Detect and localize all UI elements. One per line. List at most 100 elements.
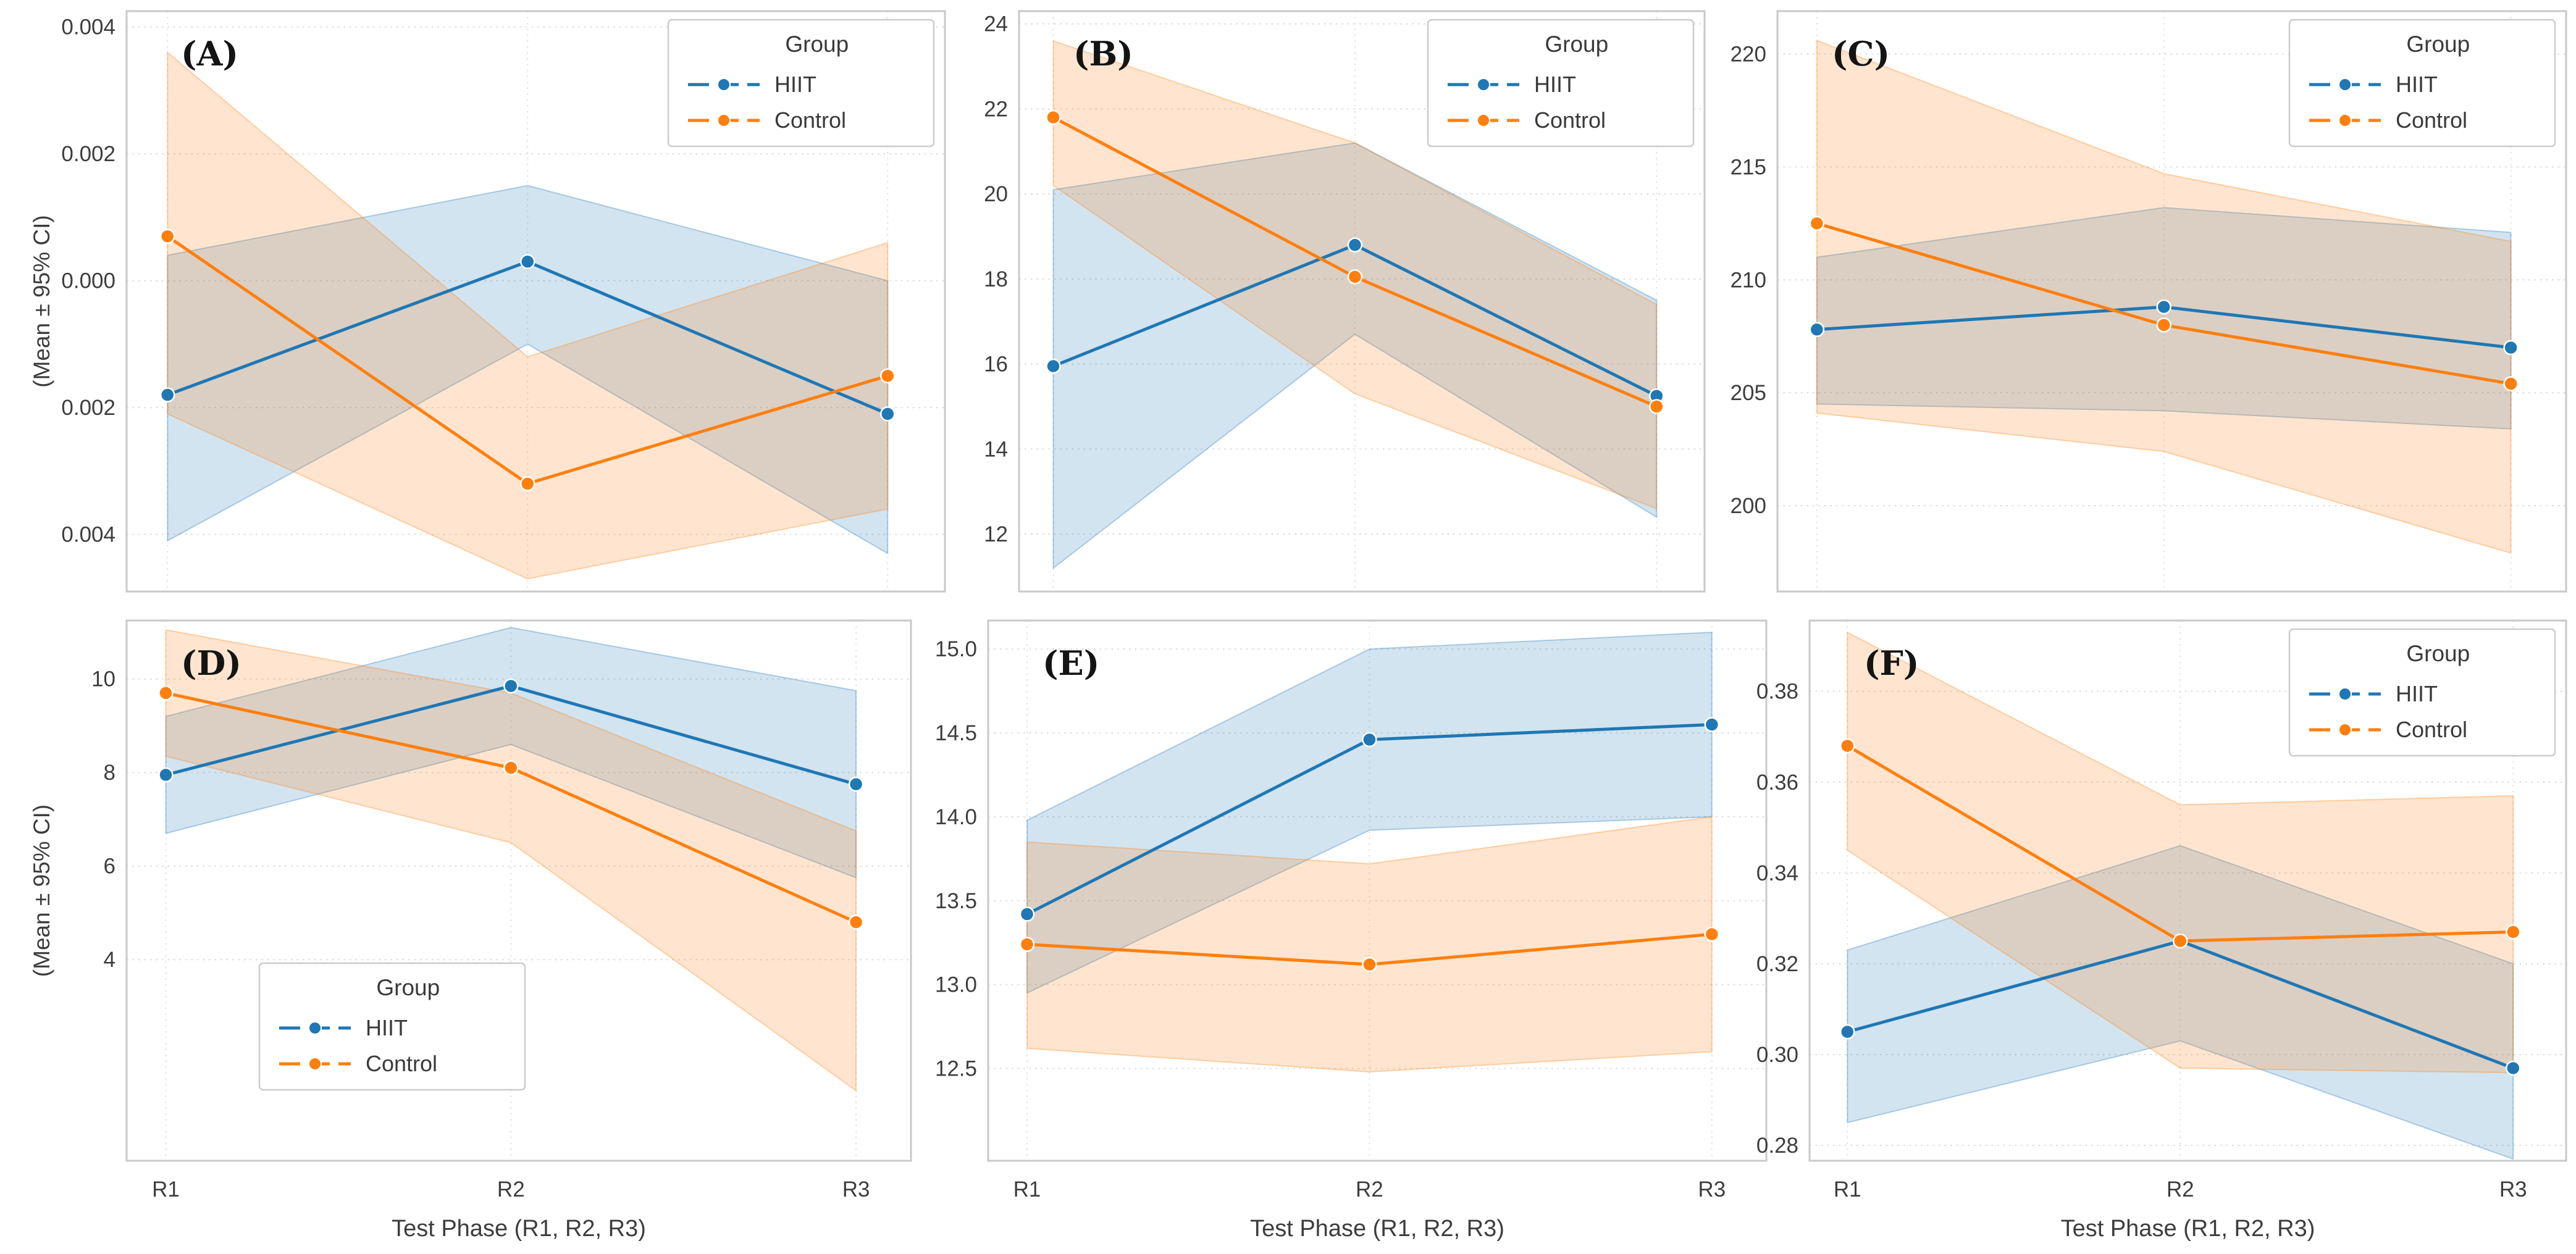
hiit-point-r1: [158, 767, 174, 783]
control-point-r1: [1840, 738, 1855, 754]
legend-title: Group: [2406, 31, 2470, 57]
y-tick-label: 14.5: [935, 721, 977, 745]
legend-marker-dot-hiit: [308, 1021, 322, 1035]
hiit-point-r2: [2156, 299, 2171, 315]
control-point-r3: [1704, 926, 1720, 942]
panel-a-legend: Group HIIT Control: [667, 19, 935, 148]
panel-d-border: [125, 619, 912, 1162]
x-tick-label-r3: R3: [1698, 1177, 1726, 1202]
hiit-point-r2: [1362, 732, 1377, 748]
panel-a: 0.004 0.002 0.000 0.002 0.004 (A) (Mean ± 95% …: [29, 10, 946, 593]
panel-e-letter: (E): [1043, 643, 1099, 683]
y-tick-label: 12.5: [935, 1057, 977, 1081]
legend-marker-dot-hiit: [2338, 687, 2352, 701]
y-tick-label: 0.34: [1756, 861, 1798, 885]
control-point-r3: [2503, 376, 2519, 391]
y-tick-label: 14.0: [935, 805, 977, 829]
control-point-r3: [880, 368, 896, 383]
hiit-point-r2: [1347, 237, 1363, 253]
legend-marker-dot-control: [2338, 114, 2352, 127]
y-tick-label: 4: [104, 948, 115, 972]
y-tick-label: 0.004: [61, 15, 115, 40]
control-point-r2: [520, 476, 535, 491]
x-tick-label-r3: R3: [2499, 1177, 2527, 1202]
legend-entry-control: Control: [1534, 107, 1606, 133]
y-tick-label: 0.38: [1756, 680, 1798, 704]
x-tick-label-r2: R2: [1356, 1177, 1383, 1202]
control-ci-band: [167, 51, 889, 580]
y-tick-label: 200: [1731, 494, 1766, 518]
y-tick-label: 0.32: [1756, 952, 1798, 976]
control-point-r2: [1362, 956, 1377, 972]
legend-title: Group: [1545, 31, 1608, 57]
hiit-point-r1: [160, 387, 175, 403]
x-axis-label: Test Phase (R1, R2, R3): [1250, 1216, 1504, 1242]
x-tick-label-r1: R1: [152, 1177, 180, 1202]
panel-c-letter: (C): [1832, 34, 1890, 73]
hiit-point-r3: [2503, 340, 2519, 356]
panel-d: 10 8 6 4 (D) (Mean ± 95% CI) R1 R2 R3 Test Phase …: [29, 619, 912, 1242]
hiit-point-r3: [1704, 717, 1720, 732]
y-tick-label: 13.0: [935, 973, 977, 997]
panel-f-border: [1808, 619, 2567, 1162]
y-tick-label: 10: [91, 667, 115, 692]
legend-entry-hiit: HIIT: [774, 72, 816, 97]
panel-e: 15.0 14.5 14.0 13.5 13.0 12.5 (E) R1 R2 R3 Test Ph…: [935, 619, 1768, 1242]
panel-a-letter: (A): [181, 34, 238, 73]
legend-entry-hiit: HIIT: [1534, 72, 1576, 97]
y-tick-label: 24: [984, 12, 1008, 36]
hiit-point-r3: [880, 406, 896, 422]
hiit-point-r1: [1046, 358, 1061, 374]
legend-box: [258, 962, 526, 1091]
legend-marker-dot-control: [308, 1057, 322, 1071]
legend-box: [2288, 19, 2556, 148]
control-point-r3: [1649, 399, 1664, 414]
x-axis-label: Test Phase (R1, R2, R3): [2061, 1216, 2315, 1242]
control-point-r1: [1809, 215, 1825, 232]
panel-b-letter: (B): [1073, 34, 1133, 73]
x-axis-label: Test Phase (R1, R2, R3): [392, 1216, 646, 1242]
y-tick-label: 0.28: [1756, 1134, 1798, 1158]
panel-a-border: [125, 10, 946, 593]
legend-entry-control: Control: [774, 107, 846, 133]
y-tick-label: 20: [984, 182, 1008, 206]
y-tick-label: 0.004: [61, 523, 115, 547]
legend-marker-dot-hiit: [2338, 78, 2352, 91]
control-point-r1: [160, 228, 175, 244]
hiit-ci-band: [1052, 142, 1658, 570]
y-tick-label: 210: [1731, 268, 1766, 292]
hiit-point-r1: [1840, 1024, 1855, 1040]
control-ci-band: [1026, 816, 1713, 1072]
hiit-point-r3: [848, 776, 864, 792]
panel-b-legend: Group HIIT Control: [1427, 19, 1695, 148]
hiit-ci-band: [1847, 845, 2514, 1160]
legend-title: Group: [376, 975, 440, 1000]
legend-box: [667, 19, 935, 148]
y-tick-label: 8: [104, 761, 115, 785]
control-point-r1: [158, 685, 174, 701]
legend-entry-hiit: HIIT: [2396, 681, 2438, 706]
panel-f-letter: (F): [1864, 643, 1919, 683]
y-tick-label: 0.002: [61, 396, 115, 420]
legend-marker-dot-control: [2338, 723, 2352, 737]
control-ci-band: [1816, 40, 2512, 554]
panel-c: 220 215 210 205 200 (C) Group HIIT Control: [1731, 10, 2567, 593]
legend-entry-control: Control: [2396, 107, 2467, 133]
x-tick-label-r3: R3: [842, 1177, 870, 1202]
control-point-r2: [2156, 317, 2171, 333]
x-tick-label-r2: R2: [2167, 1177, 2194, 1202]
hiit-point-r1: [1019, 906, 1035, 922]
panel-f-legend: Group HIIT Control: [2288, 628, 2556, 757]
y-tick-label: 15.0: [935, 637, 977, 661]
hiit-ci-band: [1026, 631, 1713, 994]
control-point-r1: [1019, 937, 1035, 952]
y-axis-label: (Mean ± 95% CI): [29, 215, 54, 387]
panel-f: 0.38 0.36 0.34 0.32 0.30 0.28 (F) R1 R2 R3 Test Ph…: [1756, 619, 2567, 1242]
legend-box: [1427, 19, 1695, 148]
panel-b: 24 22 20 18 16 14 12 (B) Group HIIT Control: [984, 10, 1706, 593]
panel-c-legend: Group HIIT Control: [2288, 19, 2556, 148]
control-point-r1: [1046, 109, 1061, 125]
y-tick-label: 16: [984, 353, 1008, 377]
y-tick-label: 205: [1731, 381, 1766, 405]
